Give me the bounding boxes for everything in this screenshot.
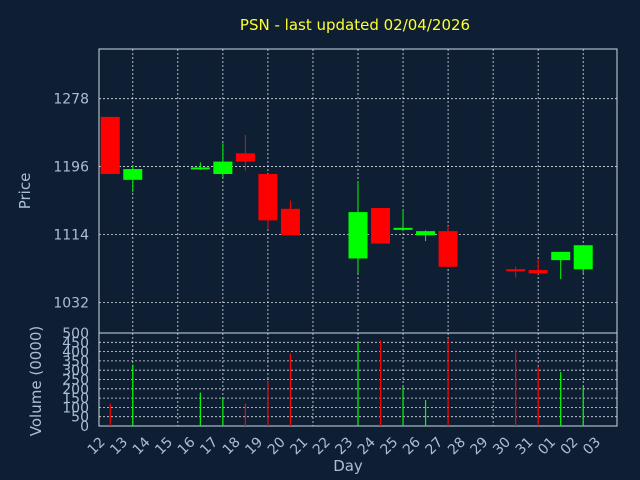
volume-y-tick-label: 400 bbox=[62, 345, 89, 361]
volume-y-tick-label: 200 bbox=[62, 382, 89, 398]
candle-body bbox=[551, 251, 571, 261]
volume-y-tick-label: 300 bbox=[62, 363, 89, 379]
volume-y-tick-label: 500 bbox=[62, 326, 89, 342]
candle-body bbox=[393, 227, 413, 230]
price-candles bbox=[100, 116, 593, 280]
volume-y-tick-label: 350 bbox=[62, 354, 89, 370]
volume-y-tick-label: 150 bbox=[62, 391, 89, 407]
candle-body bbox=[258, 174, 278, 221]
candle-body bbox=[506, 269, 526, 272]
candle-body bbox=[348, 212, 368, 259]
candle-body bbox=[190, 167, 210, 170]
volume-y-tick-label: 450 bbox=[62, 335, 89, 351]
candle-body bbox=[528, 270, 548, 274]
chart-title: PSN - last updated 02/04/2026 bbox=[240, 16, 470, 34]
volume-y-tick-label: 50 bbox=[71, 410, 89, 426]
price-axis-label: Price bbox=[16, 173, 34, 210]
candle-body bbox=[100, 116, 120, 175]
price-y-tick-label: 1278 bbox=[53, 92, 89, 108]
candle-body bbox=[235, 153, 255, 162]
volume-bars bbox=[109, 338, 584, 426]
price-y-tick-label: 1032 bbox=[53, 295, 89, 311]
volume-y-tick-label: 250 bbox=[62, 373, 89, 389]
x-tick-labels: 1213141516171819202122232425262728293031… bbox=[85, 434, 604, 458]
volume-y-tick-label: 100 bbox=[62, 400, 89, 416]
candle-body bbox=[123, 169, 143, 180]
price-y-tick-labels: 1032 1114 1196 1278 bbox=[53, 92, 89, 312]
x-axis-label: Day bbox=[333, 457, 363, 475]
candle-body bbox=[573, 245, 593, 270]
candle-body bbox=[416, 231, 436, 236]
candle-body bbox=[438, 231, 458, 267]
candle-body bbox=[371, 207, 391, 244]
price-y-tick-label: 1196 bbox=[53, 160, 89, 176]
price-y-tick-label: 1114 bbox=[53, 227, 89, 243]
volume-axis-label: Volume (0000) bbox=[27, 326, 45, 436]
candle-body bbox=[280, 208, 300, 236]
volume-y-tick-label: 0 bbox=[80, 419, 89, 435]
candle-body bbox=[213, 161, 233, 175]
